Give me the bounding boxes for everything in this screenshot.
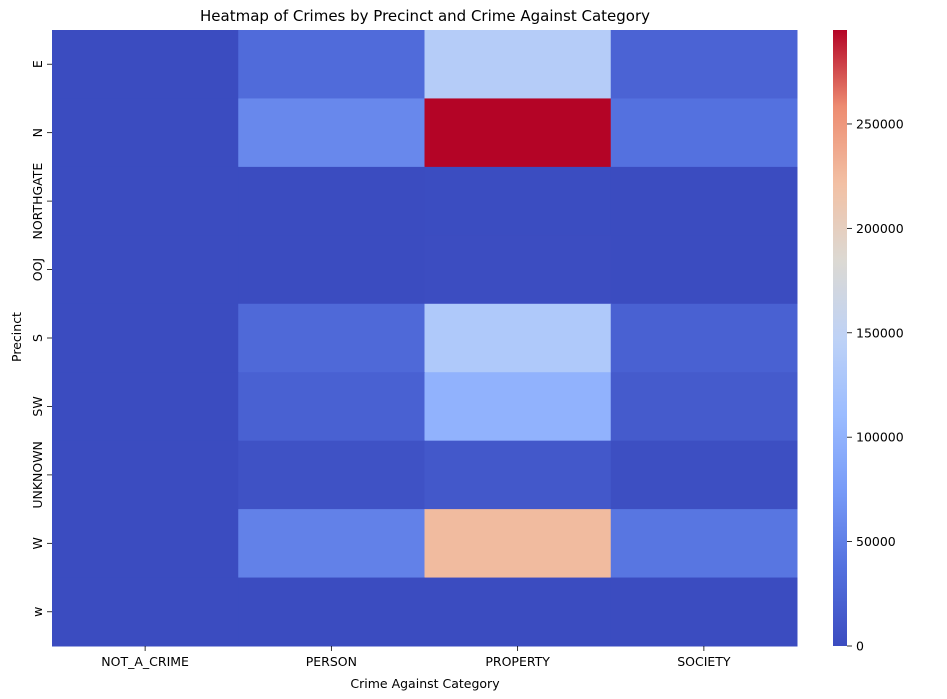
colorbar-tick-label: 100000 <box>856 430 904 445</box>
heatmap-cell <box>52 440 239 510</box>
chart-title: Heatmap of Crimes by Precinct and Crime … <box>200 7 650 25</box>
heatmap-cell <box>424 30 612 99</box>
y-tick-label: SW <box>30 396 45 416</box>
heatmap-cell <box>610 30 798 99</box>
heatmap-cell <box>610 303 798 373</box>
colorbar <box>833 30 847 646</box>
heatmap-cell <box>52 98 239 168</box>
colorbar-tick-label: 150000 <box>856 325 904 340</box>
heatmap-cell <box>52 577 239 647</box>
y-tick-label: w <box>30 607 45 617</box>
heatmap-cell <box>424 235 612 305</box>
heatmap-cell <box>238 303 425 373</box>
heatmap-cell <box>238 372 425 442</box>
x-axis: NOT_A_CRIME PERSON PROPERTY SOCIETY <box>101 646 731 669</box>
heatmap-cell <box>424 303 612 373</box>
heatmap-cell <box>610 98 798 168</box>
x-axis-label: Crime Against Category <box>350 676 500 691</box>
heatmap-cell <box>52 303 239 373</box>
y-tick-label: UNKNOWN <box>30 441 45 509</box>
y-tick-label: W <box>30 537 45 549</box>
colorbar-tick-label: 0 <box>856 639 864 654</box>
heatmap-cell <box>424 166 612 236</box>
heatmap-cell <box>238 440 425 510</box>
heatmap-cell <box>424 440 612 510</box>
heatmap-cell <box>424 372 612 442</box>
y-tick-label: S <box>30 334 45 342</box>
x-tick-label: PERSON <box>306 654 357 669</box>
heatmap-cell <box>238 509 425 579</box>
heatmap-cell <box>52 235 239 305</box>
y-axis-label: Precinct <box>9 312 24 362</box>
y-axis: E N NORTHGATE OOJ S SW UNKNOWN Ww <box>30 60 52 617</box>
colorbar-tick-label: 250000 <box>856 116 904 131</box>
heatmap-cell <box>238 166 425 236</box>
heatmap-cells <box>52 30 798 647</box>
heatmap-cell <box>52 30 239 99</box>
heatmap-cell <box>424 509 612 579</box>
y-tick-label: NORTHGATE <box>30 163 45 240</box>
heatmap-cell <box>610 509 798 579</box>
heatmap-cell <box>610 235 798 305</box>
x-tick-label: PROPERTY <box>485 654 550 669</box>
colorbar-ticks: 0 50000 100000 150000 200000 250000 <box>847 116 904 654</box>
x-tick-label: SOCIETY <box>677 654 731 669</box>
x-tick-label: NOT_A_CRIME <box>101 654 189 669</box>
heatmap-cell <box>238 235 425 305</box>
heatmap-cell <box>238 98 425 168</box>
y-tick-label: OOJ <box>30 258 45 281</box>
heatmap-cell <box>610 372 798 442</box>
colorbar-tick-label: 50000 <box>856 534 896 549</box>
colorbar-tick-label: 200000 <box>856 221 904 236</box>
y-tick-label: N <box>30 128 45 137</box>
heatmap-cell <box>238 30 425 99</box>
y-tick-label: E <box>30 60 45 68</box>
heatmap-cell <box>52 166 239 236</box>
heatmap-cell <box>424 577 612 647</box>
heatmap-cell <box>238 577 425 647</box>
heatmap-cell <box>610 166 798 236</box>
heatmap-cell <box>610 577 798 647</box>
heatmap-cell <box>52 509 239 579</box>
heatmap-cell <box>52 372 239 442</box>
heatmap-cell <box>424 98 612 168</box>
heatmap-cell <box>610 440 798 510</box>
